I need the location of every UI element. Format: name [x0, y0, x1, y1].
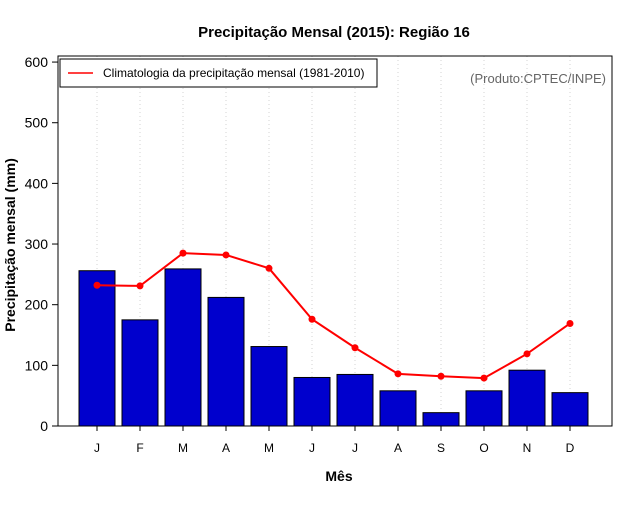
- bar-n-10: [508, 369, 546, 427]
- bar-m-2: [164, 268, 202, 427]
- x-tick-label-5: J: [309, 441, 315, 455]
- axes: 0 100 200 300 400 500 600 J F M A M J J A S O N D: [25, 54, 575, 455]
- bar-a-3: [207, 296, 245, 427]
- x-tick-label-11: D: [566, 441, 575, 455]
- bar-j-6: [336, 373, 374, 427]
- climatology-point-3: [222, 251, 230, 259]
- bar-a-7: [379, 390, 417, 427]
- climatology-point-5: [308, 315, 316, 323]
- x-tick-label-3: A: [222, 441, 230, 455]
- x-tick-label-1: F: [136, 441, 143, 455]
- bar-d-11: [551, 392, 589, 427]
- climatology-point-11: [566, 319, 574, 327]
- x-tick-label-6: J: [352, 441, 358, 455]
- source-annotation: (Produto:CPTEC/INPE): [470, 71, 606, 86]
- bar-s-8: [422, 412, 460, 427]
- climatology-point-8: [437, 372, 445, 380]
- x-tick-label-10: N: [523, 441, 532, 455]
- legend-box: [59, 58, 378, 88]
- y-tick-label-400: 400: [25, 175, 49, 191]
- climatology-point-7: [394, 370, 402, 378]
- x-tick-label-0: J: [94, 441, 100, 455]
- y-tick-label-100: 100: [25, 357, 49, 373]
- legend-entry-climatology: Climatologia da precipitação mensal (198…: [103, 66, 364, 80]
- climatology-point-6: [351, 344, 359, 352]
- y-tick-label-200: 200: [25, 297, 49, 313]
- legend: Climatologia da precipitação mensal (198…: [59, 58, 378, 88]
- x-tick-label-7: A: [394, 441, 402, 455]
- x-axis-label: Mês: [325, 468, 352, 484]
- plot-area-frame: [57, 55, 613, 427]
- bar-series: [78, 268, 589, 427]
- x-tick-label-8: S: [437, 441, 445, 455]
- y-tick-label-0: 0: [40, 418, 48, 434]
- y-tick-label-300: 300: [25, 236, 49, 252]
- bar-o-9: [465, 390, 503, 427]
- climatology-point-1: [136, 282, 144, 290]
- bar-j-5: [293, 376, 331, 427]
- y-axis-label: Precipitação mensal (mm): [2, 158, 18, 332]
- y-tick-label-500: 500: [25, 115, 49, 131]
- climatology-point-4: [265, 264, 273, 272]
- bar-j-0: [78, 270, 116, 427]
- climatology-point-2: [179, 249, 187, 257]
- climatology-point-0: [93, 281, 101, 289]
- bar-f-1: [121, 319, 159, 427]
- y-tick-label-600: 600: [25, 54, 49, 70]
- bar-m-4: [250, 346, 288, 427]
- x-tick-label-4: M: [264, 441, 274, 455]
- climatology-line: [96, 252, 571, 380]
- x-tick-label-2: M: [178, 441, 188, 455]
- climatology-point-10: [523, 350, 531, 358]
- chart-title: Precipitação Mensal (2015): Região 16: [198, 24, 470, 41]
- x-tick-label-9: O: [479, 441, 488, 455]
- climatology-point-9: [480, 374, 488, 382]
- climatology-line-series: [93, 249, 574, 382]
